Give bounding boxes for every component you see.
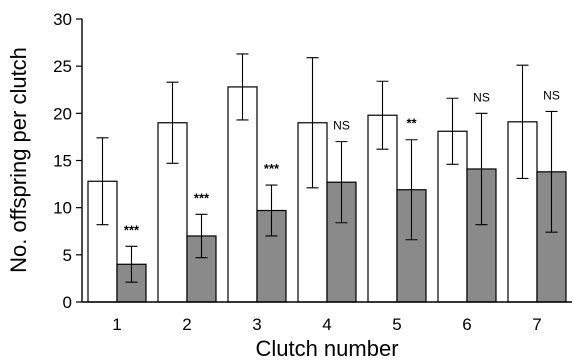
significance-label: ***	[194, 190, 210, 205]
significance-label: **	[406, 116, 417, 131]
bar-gray-error-bar	[125, 245, 138, 283]
bar-white-error-bar	[166, 81, 179, 164]
bar-gray-error-bar	[195, 213, 208, 259]
bar-gray-error-bar	[545, 110, 558, 233]
bar-white-error-bar	[516, 64, 529, 179]
y-tick-label: 0	[63, 293, 72, 312]
significance-label: NS	[333, 119, 350, 133]
x-tick-label: 7	[532, 315, 541, 334]
x-tick-label: 2	[182, 315, 191, 334]
y-tick-label: 25	[53, 57, 72, 76]
significance-labels-layer: *** *** *** NS ** NS NS	[124, 88, 560, 237]
y-tick-label: 15	[53, 152, 72, 171]
bars-layer	[87, 86, 567, 303]
x-ticks-layer: 1 2 3 4 5 6 7	[112, 315, 541, 334]
bar-white-error-bar	[446, 97, 459, 165]
y-axis-title: No. offspring per clutch	[6, 47, 31, 273]
bar-white-error-bar	[376, 80, 389, 150]
y-ticks-layer: 0 5 10 15 20 25 30	[53, 10, 82, 312]
x-axis-title: Clutch number	[255, 336, 398, 360]
bar-white-error-bar	[96, 137, 109, 226]
bar-gray-error-bar	[335, 141, 348, 224]
y-tick-label: 30	[53, 10, 72, 29]
significance-label: NS	[543, 88, 560, 102]
error-bars-layer	[96, 53, 558, 283]
bar-gray-error-bar	[405, 139, 418, 241]
significance-label: ***	[124, 222, 140, 237]
x-tick-label: 1	[112, 315, 121, 334]
y-tick-label: 5	[63, 246, 72, 265]
y-tick-label: 10	[53, 199, 72, 218]
x-tick-label: 5	[392, 315, 401, 334]
significance-label: NS	[473, 90, 490, 104]
significance-label: ***	[264, 161, 280, 176]
x-tick-label: 4	[322, 315, 331, 334]
bar-gray	[186, 235, 217, 303]
bar-gray-error-bar	[265, 184, 278, 237]
bar-white-error-bar	[236, 53, 249, 121]
bar-gray-error-bar	[475, 112, 488, 226]
x-tick-label: 6	[462, 315, 471, 334]
x-tick-label: 3	[252, 315, 261, 334]
y-tick-label: 20	[53, 104, 72, 123]
bar-white-error-bar	[306, 57, 319, 189]
